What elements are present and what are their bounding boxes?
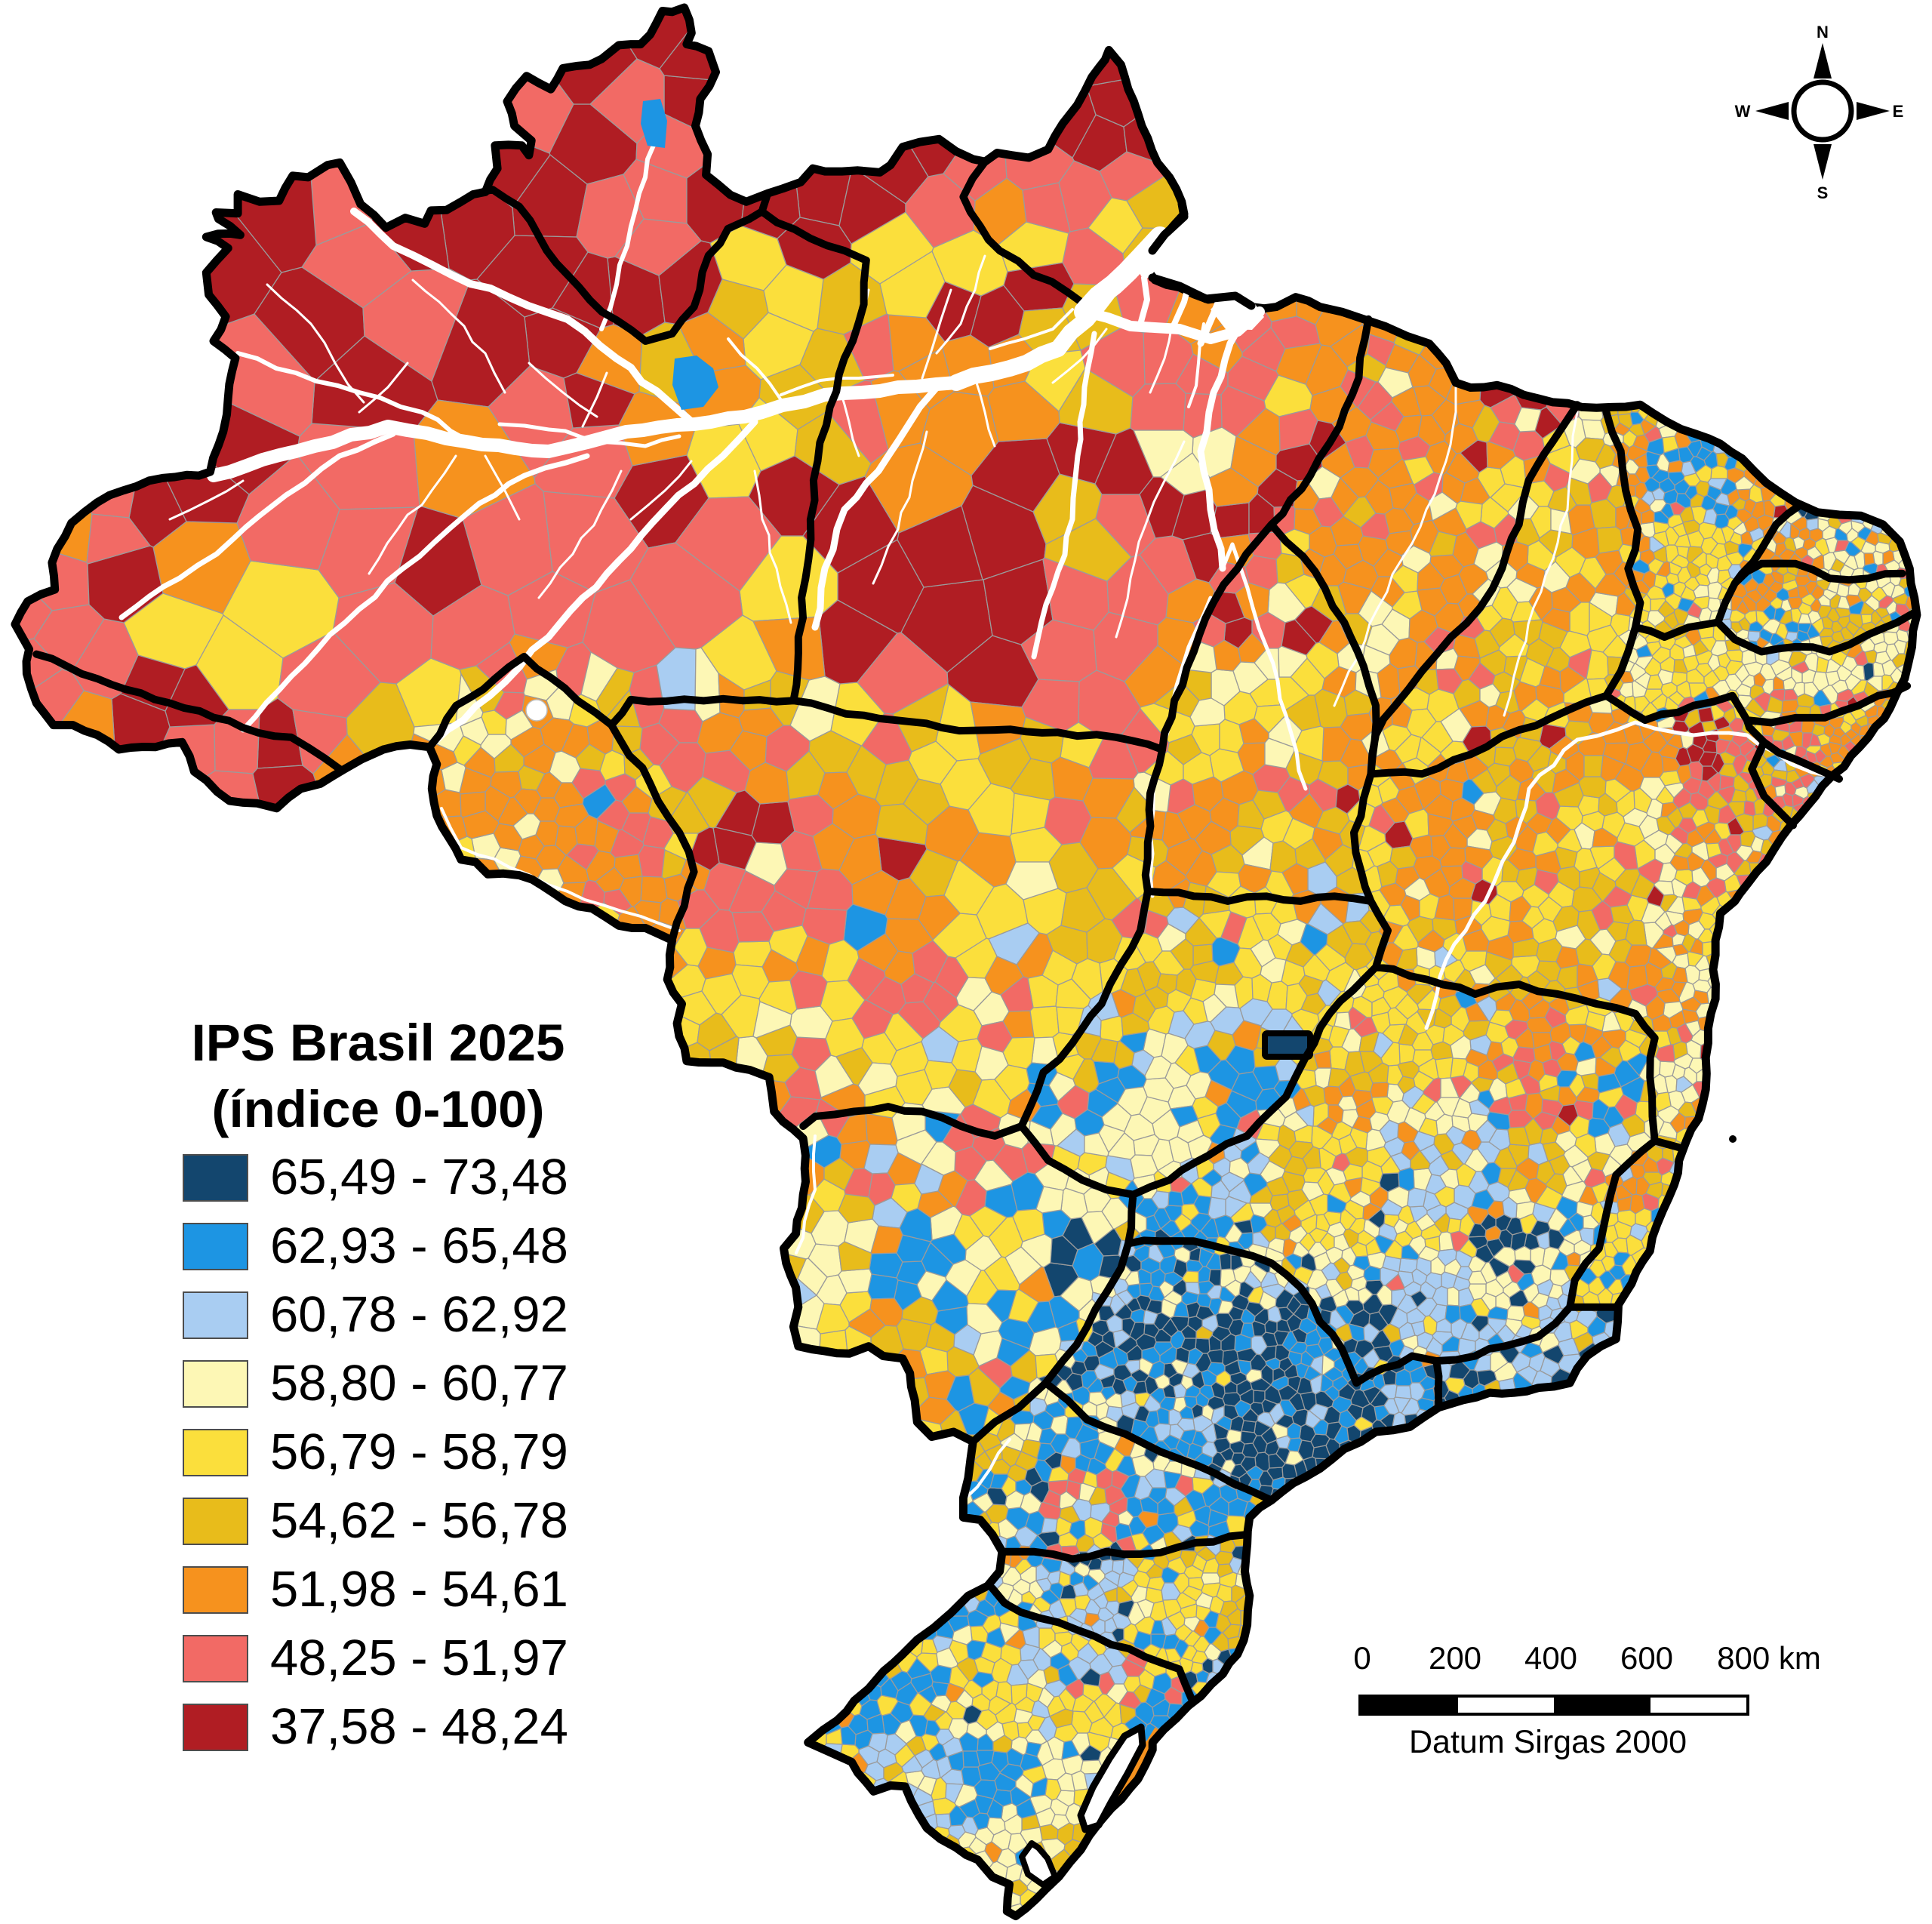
svg-text:N: N bbox=[1817, 23, 1829, 42]
svg-text:W: W bbox=[1735, 102, 1751, 121]
svg-text:S: S bbox=[1817, 183, 1829, 202]
svg-text:E: E bbox=[1893, 102, 1904, 121]
